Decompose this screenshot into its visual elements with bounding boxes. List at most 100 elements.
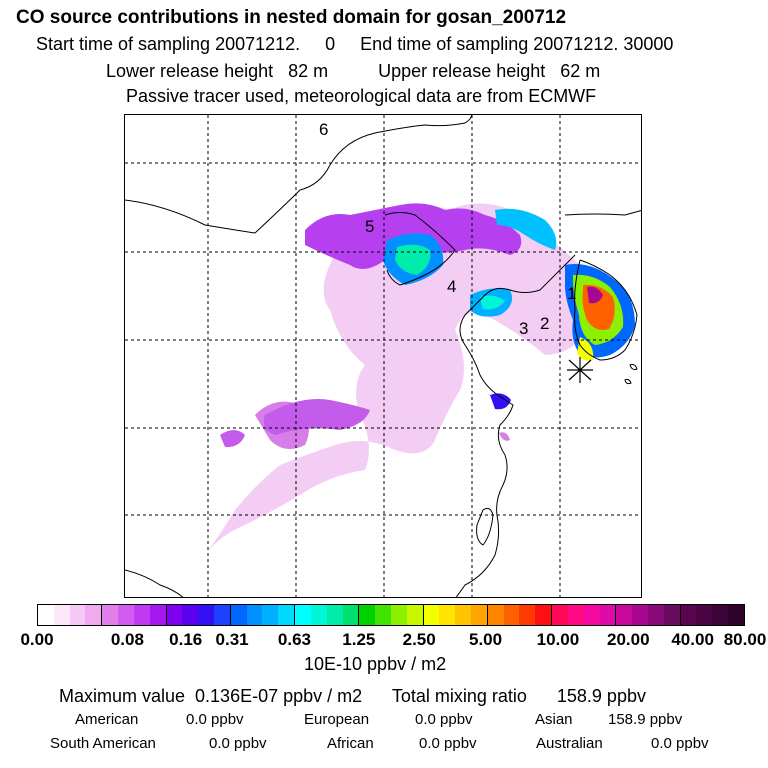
south-american-label: South American bbox=[50, 735, 156, 752]
plume-layer bbox=[205, 203, 635, 555]
colorbar-swatch bbox=[133, 605, 150, 625]
receptor-marker-icon bbox=[567, 357, 593, 383]
colorbar-swatch bbox=[455, 605, 472, 625]
colorbar-tick-label: 40.00 bbox=[671, 630, 714, 649]
colorbar-group bbox=[616, 605, 681, 625]
colorbar-group bbox=[102, 605, 167, 625]
colorbar-group bbox=[487, 605, 553, 625]
border-north bbox=[125, 115, 473, 234]
colorbar-tick-label: 1.25 bbox=[342, 630, 376, 649]
island-taiwan bbox=[476, 507, 494, 546]
colorbar-swatch bbox=[53, 605, 70, 625]
plume-core-4-inner bbox=[480, 295, 505, 310]
colorbar-swatch bbox=[406, 605, 423, 625]
plume-shanghai bbox=[490, 393, 511, 410]
colorbar-group bbox=[680, 605, 744, 625]
region-label-6: 6 bbox=[319, 120, 328, 139]
colorbar-swatch bbox=[38, 605, 54, 625]
plume-south-small bbox=[220, 430, 245, 448]
plume-korea-peak bbox=[587, 286, 603, 304]
sampling-time-line: Start time of sampling 20071212. 0 End t… bbox=[36, 34, 674, 54]
colorbar-swatch bbox=[295, 605, 311, 625]
tracer-info-line: Passive tracer used, meteorological data… bbox=[126, 86, 597, 106]
colorbar-swatch bbox=[712, 605, 729, 625]
colorbar-swatch bbox=[85, 605, 102, 625]
colorbar-swatch bbox=[632, 605, 649, 625]
colorbar-group bbox=[423, 605, 488, 625]
colorbar-swatch bbox=[326, 605, 343, 625]
colorbar bbox=[37, 604, 745, 626]
coast-south-china bbox=[125, 569, 184, 597]
colorbar-swatch bbox=[519, 605, 536, 625]
plume-ne-arc bbox=[495, 208, 557, 250]
colorbar-swatch bbox=[503, 605, 520, 625]
border-northeast bbox=[564, 210, 641, 216]
grid-lines bbox=[125, 115, 641, 597]
region-label-5: 5 bbox=[365, 217, 374, 236]
release-height-line: Lower release height 82 m Upper release … bbox=[106, 61, 601, 81]
region-label-3: 3 bbox=[519, 319, 528, 338]
colorbar-swatch bbox=[567, 605, 584, 625]
colorbar-swatch bbox=[583, 605, 600, 625]
african-label: African bbox=[327, 735, 374, 752]
coast-korea bbox=[574, 259, 638, 361]
colorbar-swatch bbox=[278, 605, 295, 625]
colorbar-group bbox=[295, 605, 360, 625]
region-label-1: 1 bbox=[567, 284, 576, 303]
colorbar-tick-label: 5.00 bbox=[468, 630, 503, 649]
colorbar-swatch bbox=[439, 605, 456, 625]
colorbar-swatch bbox=[182, 605, 199, 625]
map-svg: 6 5 4 1 3 2 bbox=[125, 115, 641, 597]
colorbar-swatch bbox=[552, 605, 568, 625]
colorbar-swatch bbox=[213, 605, 230, 625]
colorbar-group bbox=[38, 605, 103, 625]
colorbar-swatch bbox=[102, 605, 119, 625]
island-small-2 bbox=[624, 378, 632, 385]
colorbar-group bbox=[230, 605, 296, 625]
chart-title: CO source contributions in nested domain… bbox=[16, 7, 567, 28]
colorbar-swatch bbox=[648, 605, 664, 625]
colorbar-tick-label: 0.08 bbox=[110, 630, 144, 649]
plume-mid-south bbox=[263, 399, 370, 435]
colorbar-swatch bbox=[359, 605, 376, 625]
american-label: American bbox=[75, 711, 139, 728]
south-american-value: 0.0 ppbv bbox=[209, 735, 267, 752]
colorbar-swatch bbox=[118, 605, 134, 625]
coastline-layer bbox=[125, 115, 641, 597]
colorbar-group bbox=[166, 605, 231, 625]
asian-value: 158.9 ppbv bbox=[608, 711, 683, 728]
colorbar-swatch bbox=[535, 605, 552, 625]
colorbar-swatch bbox=[246, 605, 263, 625]
colorbar-swatch bbox=[166, 605, 183, 625]
colorbar-group bbox=[359, 605, 424, 625]
colorbar-swatch bbox=[342, 605, 359, 625]
colorbar-swatch bbox=[680, 605, 697, 625]
colorbar-swatch bbox=[599, 605, 616, 625]
colorbar-swatch bbox=[663, 605, 680, 625]
colorbar-tick-label: 20.00 bbox=[606, 630, 650, 649]
american-value: 0.0 ppbv bbox=[186, 711, 244, 728]
coast-bohai bbox=[384, 212, 456, 286]
colorbar-tick-label: 0.63 bbox=[277, 630, 311, 649]
max-value-line: Maximum value 0.136E-07 ppbv / m2 Total … bbox=[59, 686, 646, 706]
colorbar-swatch bbox=[69, 605, 86, 625]
colorbar-swatch bbox=[198, 605, 214, 625]
colorbar-tick-label: 80.00 bbox=[723, 630, 767, 649]
colorbar-tick-label: 0.16 bbox=[169, 630, 203, 649]
region-label-4: 4 bbox=[447, 277, 456, 296]
map-panel: 6 5 4 1 3 2 bbox=[124, 114, 642, 598]
australian-value: 0.0 ppbv bbox=[651, 735, 709, 752]
colorbar-swatch bbox=[616, 605, 633, 625]
colorbar-group bbox=[552, 605, 617, 625]
colorbar-swatch bbox=[487, 605, 504, 625]
colorbar-swatch bbox=[471, 605, 487, 625]
colorbar-tick-label: 2.50 bbox=[402, 630, 436, 649]
colorbar-tick-label: 0.00 bbox=[20, 630, 54, 649]
colorbar-tick-label: 0.31 bbox=[215, 630, 249, 649]
colorbar-swatch bbox=[149, 605, 166, 625]
plume-south-dot bbox=[499, 432, 510, 441]
colorbar-swatch bbox=[423, 605, 440, 625]
colorbar-unit-label: 10E-10 ppbv / m2 bbox=[304, 654, 447, 674]
island-small-1 bbox=[629, 364, 638, 370]
colorbar-swatch bbox=[375, 605, 391, 625]
